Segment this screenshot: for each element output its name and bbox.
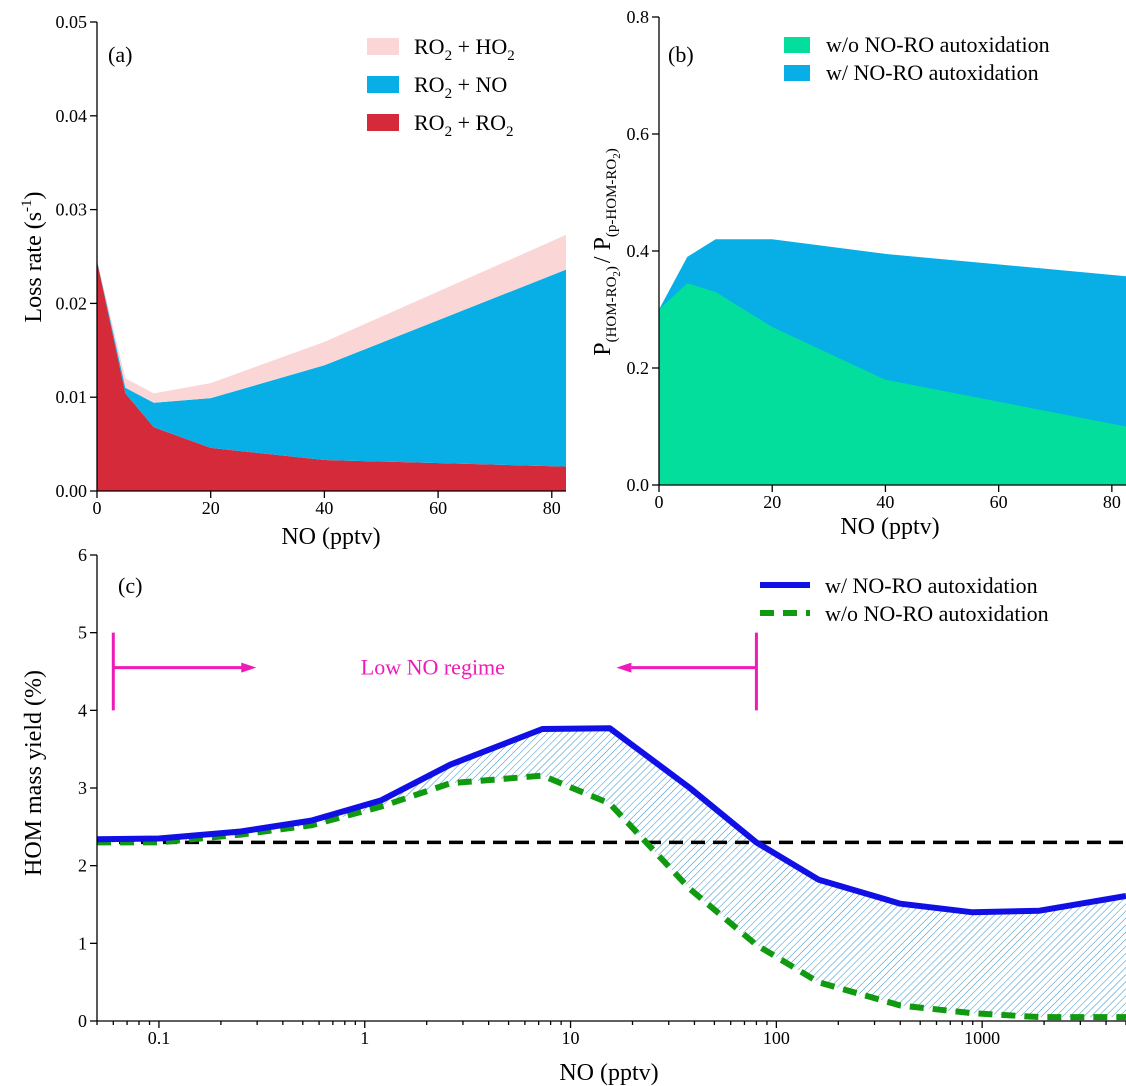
legend-entry-part: + NO — [452, 72, 507, 97]
panel-c-legend: w/ NO-RO autoxidation w/o NO-RO autoxidat… — [760, 573, 1049, 626]
panel-b-y-tick-label: 0.8 — [627, 7, 650, 27]
panel-b-production-ratio-chart: 0 20 40 60 80 0.0 0.2 0.4 0.6 0.8 (b) w/o NO-RO a… — [590, 7, 1126, 540]
panel-c-y-tick-label: 4 — [78, 700, 87, 720]
panel-b-y-label-sub1b: 2 — [611, 271, 623, 277]
panel-b-y-axis-label: P(HOM-RO2)/ P(p-HOM-RO2) — [590, 148, 623, 356]
low-no-regime-annotation: Low NO regime — [111, 632, 758, 711]
panel-a-y-tick-label: 0.00 — [56, 481, 88, 501]
panel-c-plot-area — [96, 725, 1126, 1021]
panel-b-x-tick-label: 60 — [990, 492, 1008, 512]
legend-entry-label: w/o NO-RO autoxidation — [826, 32, 1050, 57]
panel-a-areas — [97, 234, 566, 491]
legend-entry-part: RO — [414, 72, 445, 97]
regime-left-arrow-head — [241, 662, 257, 673]
panel-a-y-label-close: ) — [21, 191, 47, 199]
panel-a-x-tick-label: 0 — [93, 498, 102, 518]
legend-entry-part: 2 — [445, 86, 453, 102]
legend-entry-part: RO — [414, 34, 445, 59]
legend-entry-label: RO2 + RO2 — [414, 110, 514, 140]
panel-b-y-label-sub2: (p-HOM-RO — [604, 159, 620, 237]
legend-swatch — [784, 65, 810, 81]
panel-b-y-label-p1: P — [590, 342, 616, 355]
panel-b-x-axis-label: NO (pptv) — [840, 514, 939, 540]
panel-a-y-label-sup: -1 — [19, 199, 35, 212]
legend-entry-label: RO2 + NO — [414, 72, 507, 102]
panel-c-y-axis-label: HOM mass yield (%) — [21, 670, 47, 876]
panel-b-areas — [659, 239, 1126, 485]
panel-a-x-tick-label: 80 — [543, 498, 561, 518]
panel-b-y-label-sub1: (HOM-RO — [604, 276, 620, 342]
panel-b-label: (b) — [668, 42, 694, 67]
panel-c-y-tick-label: 3 — [78, 778, 87, 798]
legend-entry-part: 2 — [507, 48, 515, 64]
legend-entry-part: 2 — [445, 48, 453, 64]
panel-c-y-tick-label: 2 — [78, 856, 87, 876]
panel-a-y-tick-label: 0.05 — [56, 12, 88, 32]
panel-c-y-tick-label: 6 — [78, 545, 87, 565]
panel-b-y-label-sub2c: ) — [604, 148, 620, 153]
panel-b-x-tick-label: 20 — [763, 492, 781, 512]
area-ro2-no — [97, 260, 566, 467]
legend-entry-part: 2 — [506, 124, 514, 140]
panel-c-x-tick-label: 1 — [360, 1028, 369, 1048]
panel-a-x-tick-label: 20 — [202, 498, 220, 518]
legend-entry-part: 2 — [445, 124, 453, 140]
panel-a-label: (a) — [108, 42, 132, 67]
series-line-without-no-ro-autoxidation — [97, 772, 1126, 1021]
panel-b-y-label-sub2b: 2 — [611, 153, 623, 159]
area-ro2-ro2 — [97, 261, 566, 491]
panel-b-x-tick-label: 0 — [655, 492, 664, 512]
panel-c-x-tick-label: 0.1 — [148, 1028, 171, 1048]
panel-b-x-tick-label: 80 — [1103, 492, 1121, 512]
panel-b-axes: 0 20 40 60 80 0.0 0.2 0.4 0.6 0.8 — [627, 7, 1126, 512]
panel-b-y-tick-label: 0.6 — [627, 124, 650, 144]
legend-entry-part: + RO — [452, 110, 506, 135]
panel-b-y-tick-label: 0.0 — [627, 475, 650, 495]
legend-entry-part: RO — [414, 110, 445, 135]
legend-swatch — [367, 38, 399, 55]
legend-swatch — [367, 114, 399, 131]
legend-entry-part: + HO — [452, 34, 507, 59]
panel-b-y-label-p2: / P — [590, 237, 616, 263]
legend-swatch — [367, 76, 399, 93]
panel-a-y-tick-label: 0.03 — [56, 200, 88, 220]
legend-swatch — [784, 37, 810, 53]
panel-c-x-axis-label: NO (pptv) — [559, 1060, 658, 1086]
panel-a-y-tick-label: 0.04 — [56, 106, 88, 126]
panel-a-x-tick-label: 60 — [429, 498, 447, 518]
panel-b-y-label-sub1c: ) — [604, 266, 620, 271]
legend-entry-label: w/ NO-RO autoxidation — [825, 573, 1038, 598]
panel-c-axes: 0.1 1 10 100 1000 0 1 2 3 4 5 6 — [78, 545, 1126, 1048]
panel-a-x-tick-label: 40 — [315, 498, 333, 518]
panel-c-label: (c) — [118, 573, 142, 598]
panel-c-x-tick-label: 100 — [763, 1028, 790, 1048]
panel-b-y-tick-label: 0.4 — [627, 241, 650, 261]
series-line-with-no-ro-autoxidation — [96, 725, 1126, 916]
panel-a-y-axis-label: Loss rate (s-1) — [19, 191, 47, 322]
legend-entry-label: w/o NO-RO autoxidation — [825, 601, 1049, 626]
legend-entry-label: w/ NO-RO autoxidation — [826, 60, 1039, 85]
panel-a-axes: 0 20 40 60 80 0.00 0.01 0.02 0.03 0.04 0.05 — [56, 12, 566, 518]
panel-c-y-tick-label: 1 — [78, 933, 87, 953]
panel-a-y-tick-label: 0.01 — [56, 387, 88, 407]
panel-a-y-label-main: Loss rate (s — [21, 212, 47, 323]
panel-a-x-axis-label: NO (pptv) — [281, 524, 380, 550]
panel-b-legend: w/o NO-RO autoxidation w/ NO-RO autoxidat… — [784, 32, 1050, 85]
panel-a-loss-rate-chart: 0 20 40 60 80 0.00 0.01 0.02 0.03 0.04 0.05 (a) RO… — [19, 12, 566, 550]
regime-right-arrow-head — [616, 662, 632, 673]
panel-c-y-tick-label: 5 — [78, 623, 87, 643]
panel-a-y-tick-label: 0.02 — [56, 293, 88, 313]
panel-c-x-tick-label: 10 — [562, 1028, 580, 1048]
panel-c-y-tick-label: 0 — [78, 1011, 87, 1031]
regime-label: Low NO regime — [361, 655, 505, 680]
panel-b-y-tick-label: 0.2 — [627, 358, 650, 378]
panel-b-x-tick-label: 40 — [876, 492, 894, 512]
panel-c-hom-yield-chart: 0.1 1 10 100 1000 0 1 2 3 4 5 6 (c) w/ NO-RO autoxi… — [21, 545, 1126, 1086]
difference-hatched-band — [97, 728, 1126, 1018]
area-w-o-no-ro-autoxidation — [659, 283, 1126, 485]
panel-c-x-tick-label: 1000 — [964, 1028, 1000, 1048]
legend-entry-label: RO2 + HO2 — [414, 34, 515, 64]
